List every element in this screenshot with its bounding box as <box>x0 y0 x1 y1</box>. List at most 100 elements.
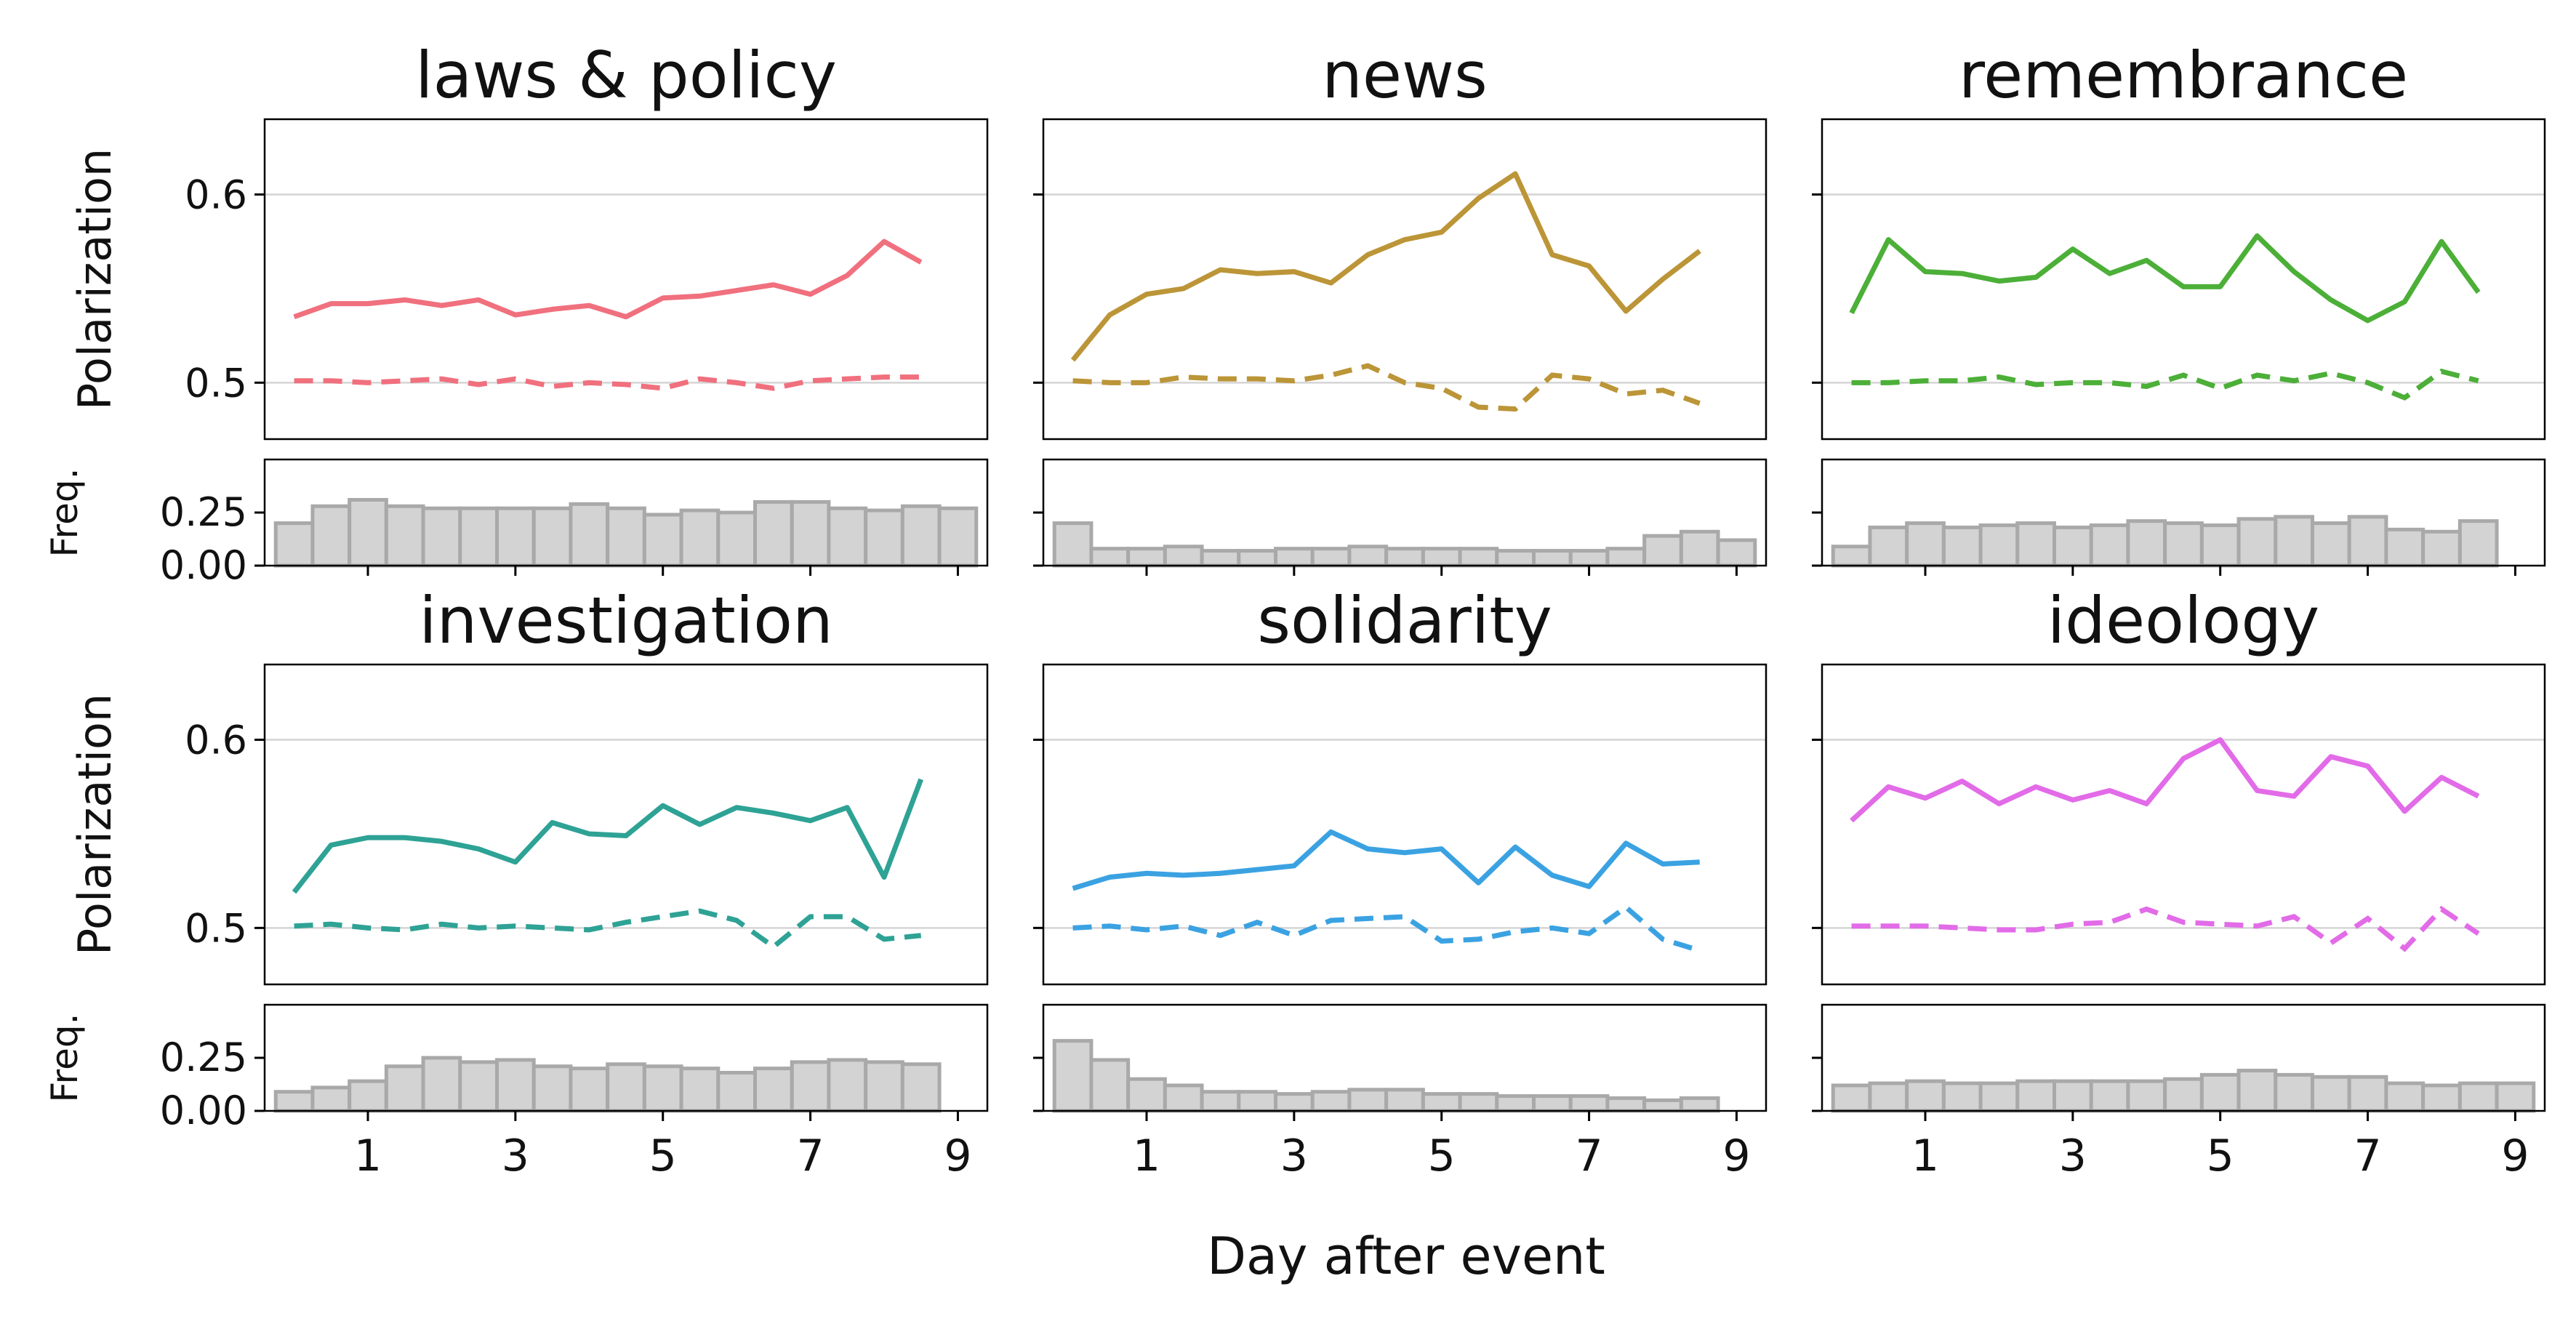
freq-bar <box>1532 549 1573 568</box>
freq-bar <box>2274 1072 2314 1113</box>
panel-5: ideology 1 3 5 7 9 <box>1812 583 2546 1181</box>
x-tick-label: 1 <box>1133 1131 1160 1181</box>
observed-series-line <box>1070 171 1701 362</box>
freq-bar <box>2495 1081 2536 1113</box>
x-axis-label: Day after event <box>1207 1226 1605 1286</box>
freq-bar <box>1310 1090 1352 1113</box>
freq-bar <box>2347 515 2388 568</box>
panel-title: ideology <box>2047 583 2320 658</box>
freq-bar <box>827 1058 868 1113</box>
polarization-axes-frame <box>1821 118 2546 441</box>
freq-bar <box>2053 525 2093 568</box>
freq-bar <box>1831 1083 1872 1113</box>
freq-bar <box>2236 1069 2278 1113</box>
x-tick-label: 7 <box>2354 1131 2381 1181</box>
freq-bar <box>1347 1088 1389 1113</box>
freq-bar <box>606 506 646 568</box>
freq-bar <box>1868 1081 1909 1113</box>
freq-bar <box>458 1060 499 1113</box>
freq-bar <box>2089 523 2130 568</box>
freq-bar <box>1052 1039 1094 1113</box>
x-tick-label: 5 <box>1428 1131 1456 1181</box>
x-tick-label: 7 <box>1575 1131 1602 1181</box>
freq-bar <box>2163 521 2204 568</box>
freq-bar <box>790 499 831 568</box>
baseline-series-line <box>1072 904 1701 953</box>
freq-bar <box>1568 549 1610 568</box>
panel-3: investigation 0.5 0.6 Polarization 0.00 0.25 F… <box>44 583 989 1181</box>
freq-bar <box>2311 1075 2351 1113</box>
freq-bar <box>1642 1098 1683 1113</box>
x-tick-label: 1 <box>1911 1131 1939 1181</box>
freq-axis-label: Freq. <box>44 468 86 558</box>
freq-bar <box>421 1056 462 1113</box>
freq-bar <box>1458 547 1499 568</box>
freq-tick-label: 0.00 <box>160 1088 247 1133</box>
freq-bar <box>1274 547 1315 568</box>
freq-bar <box>1421 547 1462 568</box>
freq-bar <box>2421 1083 2462 1113</box>
freq-bar <box>1384 1088 1425 1113</box>
freq-bar <box>1310 547 1352 568</box>
freq-bar <box>1163 545 1204 568</box>
x-tick-label: 1 <box>354 1131 382 1181</box>
freq-bar <box>2126 519 2167 568</box>
polarization-axes-frame <box>1042 118 1768 441</box>
observed-series-line <box>293 238 923 320</box>
freq-bar <box>1347 545 1389 568</box>
y-tick-label: 0.6 <box>185 172 247 218</box>
freq-bar <box>790 1060 831 1113</box>
freq-bar <box>864 508 904 568</box>
freq-bar <box>900 504 942 568</box>
freq-bar <box>348 497 388 568</box>
y-axis-label: Polarization <box>68 694 121 955</box>
freq-bar <box>384 504 425 568</box>
freq-tick-label: 0.25 <box>160 1035 247 1080</box>
y-tick-label: 0.5 <box>185 905 247 951</box>
freq-bar <box>2089 1079 2130 1113</box>
baseline-series-line <box>294 908 922 950</box>
freq-bar <box>421 506 462 568</box>
observed-series-line <box>1850 737 2480 823</box>
baseline-series-line <box>294 374 921 391</box>
panel-title: remembrance <box>1959 38 2408 113</box>
freq-bar <box>753 499 794 568</box>
freq-bar <box>1458 1092 1499 1113</box>
freq-bar <box>1605 1096 1647 1113</box>
freq-bar <box>1384 547 1425 568</box>
freq-bar <box>827 506 868 568</box>
freq-bar <box>679 508 721 568</box>
polarization-axes-frame <box>263 663 989 986</box>
freq-bar <box>2384 1081 2425 1113</box>
panel-0: laws & policy 0.5 0.6 Polarization 0.00 0.25 F… <box>44 38 989 588</box>
freq-bar <box>310 1085 352 1113</box>
freq-bar <box>569 1067 610 1113</box>
x-tick-label: 9 <box>944 1131 971 1181</box>
freq-bar <box>2311 521 2351 568</box>
freq-bar <box>2199 1072 2241 1113</box>
freq-bar <box>1831 545 1872 568</box>
freq-bar <box>531 1064 573 1113</box>
freq-bar <box>1605 547 1647 568</box>
panel-1: news <box>1033 38 1768 576</box>
freq-bar <box>716 1070 757 1113</box>
y-tick-label: 0.6 <box>185 718 247 763</box>
freq-bar <box>1679 1096 1720 1113</box>
polarization-axes-frame <box>1042 663 1768 986</box>
freq-bar <box>495 506 536 568</box>
freq-bar <box>716 510 757 568</box>
baseline-series-line <box>1851 905 2480 952</box>
freq-bar <box>1200 1090 1241 1113</box>
polarization-axes-frame <box>1821 663 2546 986</box>
panel-title: investigation <box>419 583 833 658</box>
freq-bar <box>1568 1094 1610 1113</box>
freq-bar <box>2274 515 2314 568</box>
freq-bar <box>900 1062 942 1113</box>
freq-bar <box>937 506 979 568</box>
freq-bar <box>2457 1081 2499 1113</box>
freq-bar <box>1089 1058 1131 1113</box>
freq-bar <box>753 1067 794 1113</box>
freq-bar <box>2236 517 2278 568</box>
freq-bar <box>1200 549 1241 568</box>
